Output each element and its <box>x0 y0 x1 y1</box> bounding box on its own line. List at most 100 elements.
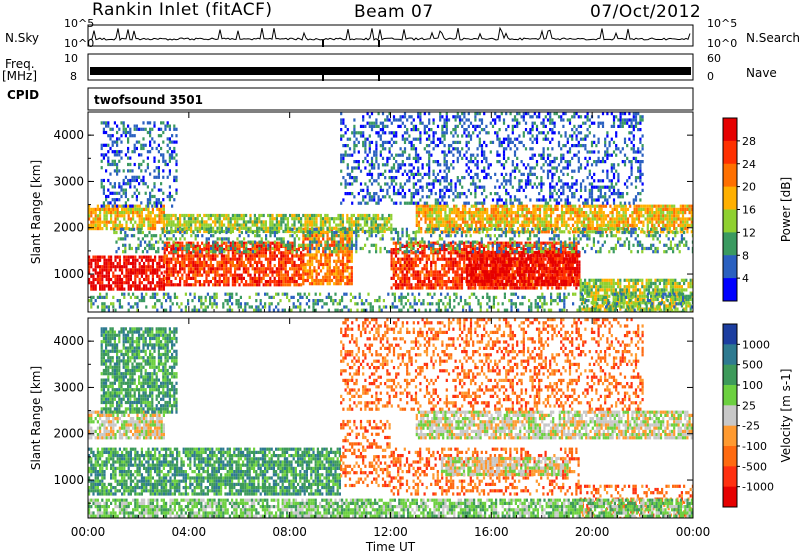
heatmap-cell <box>490 217 493 221</box>
heatmap-cell <box>641 297 644 302</box>
heatmap-cell <box>122 227 125 231</box>
heatmap-cell <box>341 240 345 244</box>
heatmap-cell <box>456 280 459 284</box>
cpid-value: twofsound 3501 <box>94 93 203 107</box>
heatmap-cell <box>447 276 450 280</box>
heatmap-cell <box>416 248 420 252</box>
heatmap-cell <box>249 229 252 234</box>
heatmap-cell <box>212 243 215 247</box>
heatmap-cell <box>576 270 579 274</box>
heatmap-cell <box>319 229 322 234</box>
heatmap-cell <box>481 270 484 274</box>
heatmap-cell <box>470 220 473 224</box>
heatmap-cell <box>137 237 140 241</box>
heatmap-cell <box>541 204 544 208</box>
heatmap-cell <box>128 246 131 251</box>
heatmap-cell <box>205 264 208 268</box>
heatmap-cell <box>531 248 534 252</box>
heatmap-cell <box>510 223 513 227</box>
heatmap-cell <box>92 207 95 211</box>
heatmap-cell <box>114 268 117 272</box>
heatmap-cell <box>427 273 431 277</box>
heatmap-cell <box>571 254 574 258</box>
heatmap-cell <box>537 270 541 274</box>
heatmap-cell <box>588 310 591 312</box>
heatmap-cell <box>558 250 561 255</box>
heatmap-cell <box>672 304 675 308</box>
heatmap-cell <box>567 223 570 227</box>
heatmap-cell <box>190 229 193 234</box>
heatmap-cell <box>192 264 195 268</box>
heatmap-cell <box>136 268 139 272</box>
heatmap-cell <box>479 214 482 218</box>
heatmap-cell <box>532 220 535 224</box>
heatmap-cell <box>339 269 342 273</box>
heatmap-cell <box>558 260 561 264</box>
heatmap-cell <box>421 283 424 287</box>
nsky-panel-frame <box>87 24 694 47</box>
heatmap-cell <box>620 217 623 221</box>
heatmap-cell <box>348 240 351 244</box>
heatmap-cell <box>408 267 411 271</box>
heatmap-cell <box>624 204 627 208</box>
heatmap-cell <box>590 285 593 289</box>
heatmap-cell <box>405 267 409 271</box>
heatmap-cell <box>420 204 423 208</box>
heatmap-cell <box>646 217 649 221</box>
heatmap-cell <box>676 307 679 311</box>
heatmap-cell <box>127 217 130 221</box>
heatmap-cell <box>625 288 628 292</box>
heatmap-cell <box>258 260 261 264</box>
heatmap-cell <box>127 281 130 285</box>
heatmap-cell <box>565 254 568 258</box>
heatmap-cell <box>492 204 495 208</box>
heatmap-cell <box>361 229 364 234</box>
heatmap-cell <box>96 265 99 269</box>
heatmap-cell <box>527 273 530 277</box>
heatmap-cell <box>625 278 628 282</box>
heatmap-cell <box>236 276 239 280</box>
heatmap-cell <box>414 283 417 287</box>
heatmap-cell <box>122 237 125 241</box>
heatmap-cell <box>251 267 254 271</box>
heatmap-cell <box>278 223 281 227</box>
heatmap-cell <box>523 260 526 264</box>
heatmap-cell <box>214 254 217 258</box>
heatmap-cell <box>405 276 409 280</box>
heatmap-cell <box>499 211 502 215</box>
heatmap-cell <box>485 282 489 287</box>
heatmap-cell <box>385 223 388 227</box>
heatmap-cell <box>477 207 480 211</box>
heatmap-cell <box>674 310 677 312</box>
heatmap-cell <box>565 223 568 227</box>
heatmap-cell <box>297 229 300 234</box>
heatmap-cell <box>556 223 559 227</box>
heatmap-cell <box>615 223 619 227</box>
heatmap-cell <box>438 273 442 277</box>
heatmap-cell <box>613 220 616 224</box>
heatmap-cell <box>427 283 431 287</box>
heatmap-cell <box>198 270 201 274</box>
heatmap-cell <box>160 211 163 215</box>
heatmap-cell <box>501 207 504 211</box>
heatmap-cell <box>185 254 188 258</box>
heatmap-cell <box>479 207 482 211</box>
heatmap-cell <box>377 226 380 230</box>
heatmap-cell <box>192 270 195 274</box>
heatmap-cell <box>538 266 541 271</box>
heatmap-cell <box>551 282 555 287</box>
heatmap-cell <box>297 213 300 218</box>
heatmap-cell <box>538 250 541 255</box>
heatmap-cell <box>637 204 641 208</box>
heatmap-cell <box>487 241 490 245</box>
heatmap-cell <box>620 204 623 208</box>
heatmap-cell <box>105 274 108 278</box>
heatmap-cell <box>509 267 512 271</box>
heatmap-cell <box>234 270 237 274</box>
heatmap-cell <box>464 211 467 215</box>
heatmap-cell <box>571 260 574 264</box>
heatmap-cell <box>531 286 534 290</box>
heatmap-cell <box>168 243 171 247</box>
heatmap-cell <box>319 262 323 267</box>
heatmap-cell <box>348 278 351 283</box>
